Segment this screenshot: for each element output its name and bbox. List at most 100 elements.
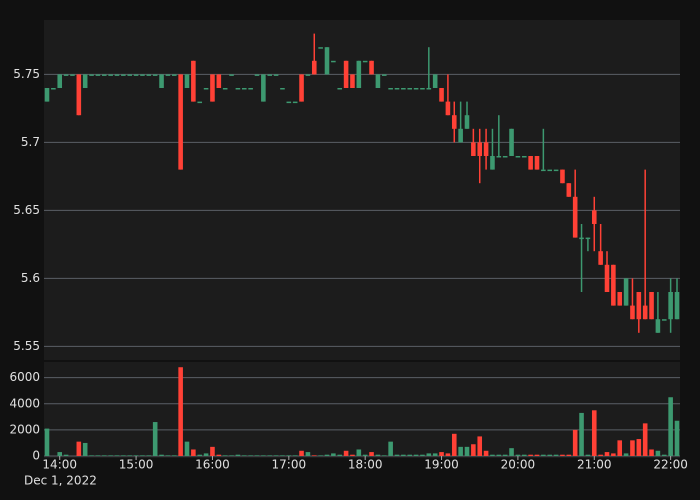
candle-body [210,74,215,102]
x-tick-label: 17:00 [272,458,307,472]
candle-body [547,169,553,172]
volume-bar [560,454,565,456]
x-tick-label: 14:00 [42,458,77,472]
volume-bar [445,453,451,456]
candle-body [611,264,616,306]
candle-body [337,88,343,90]
volume-bar [591,410,597,456]
volume-bar [216,454,222,456]
volume-bar [534,454,540,456]
volume-bar [649,449,654,456]
x-tick-label: 15:00 [119,458,154,472]
volume-bar [636,439,642,456]
x-tick-label: 18:00 [348,458,383,472]
candle-body [432,74,438,88]
volume-bar [490,454,495,456]
volume-bar [451,433,457,456]
candle-body [585,237,591,240]
candle-body [286,101,292,104]
date-label: Dec 1, 2022 [24,474,97,488]
volume-bar [286,455,292,456]
volume-bar [267,455,273,456]
candle-body [343,60,349,88]
x-tick-label: 16:00 [195,458,230,472]
volume-bar [509,448,514,456]
candle-body [375,74,381,88]
volume-bar [458,446,463,456]
volume-bar [229,455,234,456]
volume-bar [343,450,349,456]
candle-body [171,74,177,76]
candle-body [63,74,69,76]
volume-bar [197,454,203,456]
candle-body [235,88,241,90]
candle-body [388,88,393,90]
volume-bar [210,446,215,456]
candle-body [541,169,546,172]
candle-body [331,60,336,63]
volume-bar [241,455,247,456]
candle-body [445,101,451,116]
candle-body [598,251,603,265]
candle-body [553,169,559,172]
volume-bar [273,455,279,456]
volume-bar [432,453,438,456]
volume-bar [426,453,432,456]
candle-body [623,278,629,306]
candle-body [381,74,387,76]
volume-bar [471,444,476,456]
volume-bar [63,454,69,456]
candle-body [655,319,661,333]
volume-bar [362,454,368,456]
volume-bar [401,454,406,456]
candle-body [76,74,82,116]
x-tick-label: 19:00 [424,458,459,472]
candle-body [630,305,635,320]
volume-bar [101,455,107,456]
candle-body [420,88,425,90]
volume-panel [44,362,680,458]
candle-body [70,74,75,76]
volume-bar [585,454,591,456]
candle-body [44,88,50,102]
volume-bar [184,441,190,456]
volume-bar [178,367,183,456]
candle-body [222,88,228,90]
volume-bar [152,422,158,456]
volume-bar [566,454,572,456]
volume-bar [674,420,680,456]
volume-bar [114,455,120,456]
volume-bar [95,455,101,456]
candle-body [292,101,298,104]
candle-body [248,88,253,90]
candle-body [89,74,94,76]
volume-bar [407,454,413,456]
candle-body [273,74,279,76]
volume-tick-label: 4000 [9,396,40,410]
volume-bar [502,454,508,456]
volume-bar [350,454,355,456]
volume-bar [541,454,546,456]
candle-body [636,292,642,320]
candle-body [496,156,502,158]
candle-body [299,74,304,102]
volume-bar [82,442,88,456]
candle-body [203,88,209,90]
candle-body [362,60,368,63]
volume-bar [44,428,50,456]
volume-bar [655,450,661,456]
volume-bar [572,429,578,456]
candle-body [184,74,190,88]
volume-bar [299,450,304,456]
volume-bar [222,455,228,456]
candle-body [114,74,120,76]
candle-body [407,88,413,90]
candle-body [121,74,126,76]
candle-body [502,156,508,158]
volume-bar [121,455,126,456]
volume-bar [413,454,419,456]
volume-bar [146,455,152,456]
volume-bar [604,452,610,456]
volume-bar [318,455,323,456]
